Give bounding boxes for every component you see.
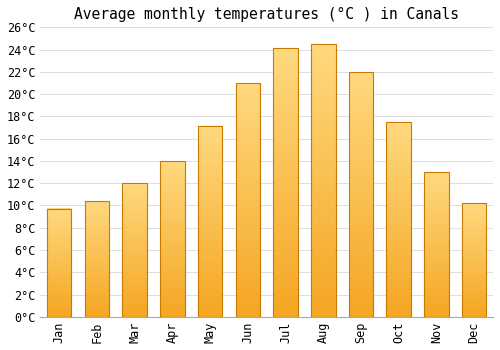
Bar [47,209,72,317]
Bar [198,126,222,317]
Bar [274,48,298,317]
Bar [348,72,374,317]
Bar [122,183,147,317]
Bar [160,161,184,317]
Bar [462,203,486,317]
Bar [84,201,109,317]
Title: Average monthly temperatures (°C ) in Canals: Average monthly temperatures (°C ) in Ca… [74,7,459,22]
Bar [311,44,336,317]
Bar [424,172,448,317]
Bar [386,122,411,317]
Bar [236,83,260,317]
